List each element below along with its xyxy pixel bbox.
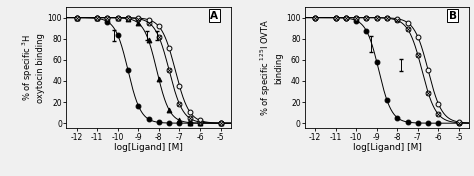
Y-axis label: % of specific $^{125}$I OVTA
binding: % of specific $^{125}$I OVTA binding	[258, 19, 283, 117]
Y-axis label: % of specific $^{3}$H
oxytocin binding: % of specific $^{3}$H oxytocin binding	[20, 33, 45, 103]
X-axis label: log[Ligand] [M]: log[Ligand] [M]	[353, 143, 421, 152]
Text: B: B	[449, 11, 457, 21]
Text: A: A	[210, 11, 219, 21]
X-axis label: log[Ligand] [M]: log[Ligand] [M]	[114, 143, 183, 152]
